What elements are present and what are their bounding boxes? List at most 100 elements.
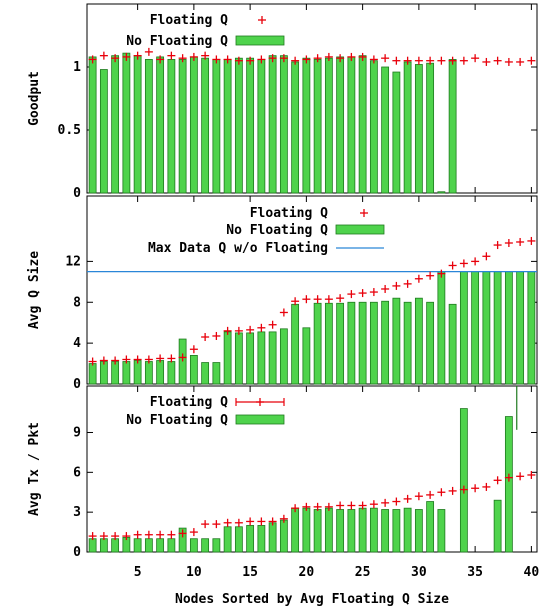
bar	[493, 499, 502, 553]
floating-marker	[133, 51, 142, 60]
bar	[133, 360, 142, 385]
floating-marker	[178, 353, 187, 362]
floating-marker	[381, 284, 390, 293]
floating-marker	[324, 502, 333, 511]
y-tick-label: 0	[73, 186, 81, 201]
x-tick-label: 40	[524, 565, 540, 580]
floating-marker	[504, 473, 513, 482]
floating-marker	[527, 236, 536, 245]
bar	[369, 60, 378, 194]
bar	[111, 55, 120, 194]
legend-label: No Floating Q	[226, 223, 328, 238]
bar	[336, 56, 345, 194]
bar	[178, 527, 187, 553]
bar	[223, 526, 232, 553]
y-tick-label: 9	[73, 425, 81, 440]
floating-marker	[527, 470, 536, 479]
legend: Floating Q No Floating Q	[126, 395, 285, 428]
floating-marker	[156, 354, 165, 363]
floating-marker	[99, 51, 108, 60]
bar	[257, 59, 266, 194]
floating-marker	[426, 271, 435, 280]
floating-marker	[459, 485, 468, 494]
bar	[291, 303, 300, 385]
bar	[324, 302, 333, 385]
floating-marker	[302, 295, 311, 304]
floating-marker	[223, 326, 232, 335]
bar	[189, 56, 198, 194]
bar	[88, 56, 97, 194]
y-axis-title: Goodput	[27, 71, 42, 126]
floating-marker	[201, 333, 210, 341]
floating-marker	[291, 504, 300, 513]
plot-frame	[86, 385, 538, 553]
y-tick-label: 8	[73, 295, 81, 310]
bar	[257, 525, 266, 553]
floating-marker	[369, 288, 378, 297]
bar	[347, 301, 356, 385]
floating-marker	[201, 520, 210, 529]
floating-series	[88, 236, 536, 366]
bar	[347, 509, 356, 553]
floating-marker	[88, 357, 97, 366]
floating-marker	[257, 55, 266, 64]
bar	[324, 507, 333, 553]
floating-marker	[111, 54, 120, 63]
floating-marker	[291, 56, 300, 65]
bar	[358, 55, 367, 194]
bar	[144, 361, 153, 385]
bar	[268, 55, 277, 194]
floating-marker	[324, 52, 333, 61]
bar	[122, 52, 131, 194]
floating-marker	[167, 354, 176, 363]
bar	[201, 57, 210, 194]
x-tick-label: 30	[411, 565, 427, 580]
bar	[99, 538, 108, 553]
legend-label: Floating Q	[150, 13, 228, 28]
legend-label: Max Data Q w/o Floating	[148, 241, 328, 256]
bar-series	[88, 408, 513, 553]
floating-marker	[122, 355, 131, 364]
bar	[99, 69, 108, 194]
legend-label: No Floating Q	[126, 413, 228, 428]
bar	[302, 327, 311, 385]
floating-marker	[313, 54, 322, 63]
floating-marker	[144, 355, 153, 364]
y-tick-label: 0	[73, 377, 81, 392]
floating-marker	[426, 56, 435, 65]
x-tick-label: 10	[186, 565, 202, 580]
legend-errorbar-swatch	[235, 398, 285, 406]
bar	[302, 507, 311, 553]
bar	[336, 509, 345, 553]
bar	[234, 57, 243, 194]
bar	[156, 538, 165, 553]
plot-frame	[86, 3, 538, 194]
panel-2: 12 8 4 0 Avg Q Size Floating Q No Floating Q Ma…	[27, 195, 538, 392]
floating-marker	[493, 476, 502, 485]
bar	[234, 332, 243, 385]
y-tick-label: 3	[73, 505, 81, 520]
bar	[122, 361, 131, 385]
bar	[234, 526, 243, 553]
bar	[313, 509, 322, 553]
floating-marker	[99, 532, 108, 541]
bar	[392, 509, 401, 553]
plot-frame	[86, 195, 538, 385]
bar	[156, 360, 165, 385]
bar	[279, 519, 288, 553]
bar	[437, 509, 446, 553]
floating-marker	[313, 502, 322, 511]
floating-marker	[167, 530, 176, 539]
floating-marker	[437, 56, 446, 65]
bar	[279, 55, 288, 194]
bar	[167, 361, 176, 385]
floating-marker	[156, 55, 165, 64]
floating-marker	[504, 239, 513, 247]
floating-marker	[358, 501, 367, 510]
bar	[313, 59, 322, 194]
bar	[144, 538, 153, 553]
floating-marker	[88, 532, 97, 541]
floating-marker	[189, 345, 198, 354]
legend: Floating Q No Floating Q Max Data Q w/o Fl…	[148, 206, 385, 256]
floating-marker	[516, 57, 525, 66]
